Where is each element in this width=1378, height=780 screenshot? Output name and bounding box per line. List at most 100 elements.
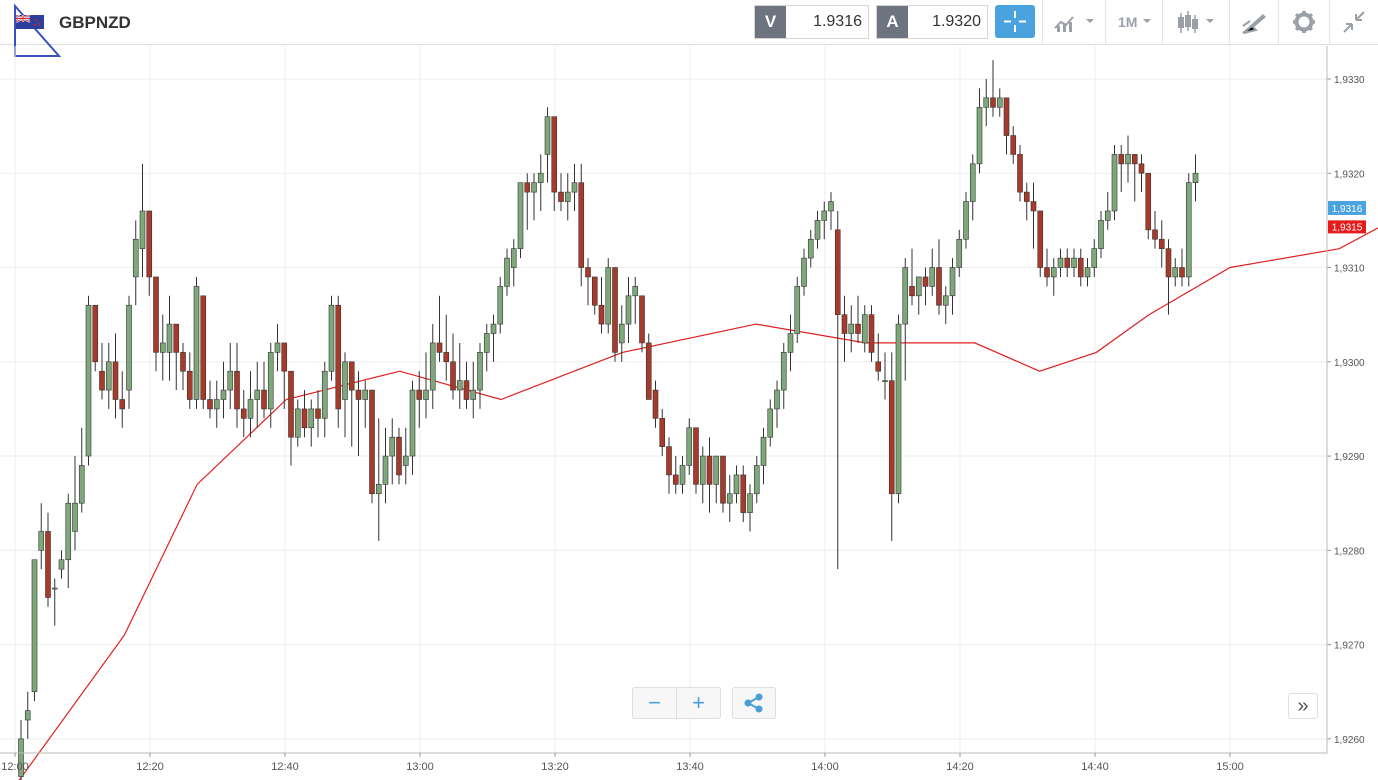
candle-body [787,333,794,353]
collapse-button[interactable] [1329,0,1378,44]
candle-body [1131,154,1138,165]
candle-body [254,389,261,400]
candle [632,276,639,325]
candle [382,427,389,504]
candle-body [180,352,186,372]
candle [807,229,814,268]
candle [855,295,861,343]
candle-body [1104,210,1111,221]
zoom-out-button[interactable]: − [632,687,677,719]
candle-body [456,380,463,391]
candle [1010,126,1017,164]
candle-body [645,342,652,400]
candle [1057,248,1064,277]
candle [591,276,598,315]
candle [180,342,186,391]
chart-type-button[interactable] [1162,0,1229,44]
candle [969,154,976,221]
candle-body [1050,267,1057,278]
candle [463,361,470,409]
candle-body [1044,267,1050,278]
candle-body [720,455,726,504]
candle-body [517,182,524,249]
candle [436,295,443,362]
price-tick-label: 1,9300 [1334,358,1365,369]
settings-button[interactable] [1278,0,1329,44]
candle-body [389,436,396,457]
price-chart[interactable]: 1,9260 1,9270 1,9280 1,9290 1,9300 1,9310 1,93… [0,45,1378,780]
candle [1179,248,1185,287]
candle-body [1003,97,1010,136]
candle [119,371,126,428]
candle [92,304,99,372]
candle [767,399,774,447]
candle-body [450,361,456,391]
scroll-to-latest-label: » [1297,695,1309,717]
candle-body [234,370,240,410]
candle-body [990,97,996,108]
zoom-in-button[interactable]: + [676,687,721,719]
candle [882,352,888,400]
candle-body [288,370,294,438]
candle [207,380,213,419]
time-tick-label: 13:40 [676,761,704,773]
candle [1044,248,1050,287]
candle [598,276,605,334]
candle [888,352,895,541]
candle-body [929,267,936,287]
time-axis: 12:00 12:20 12:40 13:00 13:20 13:40 14:00 14:20… [1,753,1244,773]
candle-body [348,361,355,391]
candle-body [1098,220,1104,249]
candle-body [902,267,909,325]
share-button[interactable] [732,687,776,719]
candle [274,324,281,372]
bid-price-flag-label: 1,9316 [1332,204,1363,215]
candle [402,427,409,485]
candle-body [92,304,99,363]
crosshair-button[interactable] [995,5,1035,38]
candle [929,248,936,296]
indicators-button[interactable] [1042,0,1105,44]
candle [355,371,362,457]
candle-body [807,238,814,259]
timeframe-chevron-icon [1143,19,1151,23]
candle-body [942,295,949,306]
candle [915,276,922,315]
candle-body [38,531,45,551]
candle [1064,248,1071,277]
candle-body [558,191,564,202]
candle-body [848,323,855,334]
candle [58,550,65,579]
drawing-tools-icon [1242,14,1266,34]
timeframe-button[interactable]: 1M [1105,0,1162,44]
candle-body [342,361,348,400]
candle [1003,97,1010,155]
drawing-tools-button[interactable] [1229,0,1278,44]
candle [1152,210,1158,249]
candle [335,295,342,428]
candle [983,78,990,127]
candle [146,210,153,296]
bid-price-flag [1328,200,1366,215]
candle [1050,258,1057,296]
candle [72,456,78,551]
sell-price-button[interactable]: V 1.9316 [754,5,869,39]
candle [625,276,632,343]
candle [605,258,612,334]
candle-body [146,210,153,278]
scroll-to-latest-button[interactable]: » [1288,693,1318,719]
candle [261,361,267,419]
candle-body [375,484,382,495]
candle-body [726,493,733,504]
candle [693,427,699,494]
candle [85,295,92,466]
candle [794,276,801,343]
buy-price-button[interactable]: A 1.9320 [876,5,988,39]
candle [517,182,524,259]
candle-body [173,323,180,353]
candle-body [618,323,625,344]
candle-body [1057,257,1064,268]
candle-body [551,116,558,193]
candle-body [612,267,618,353]
candle [760,427,767,485]
